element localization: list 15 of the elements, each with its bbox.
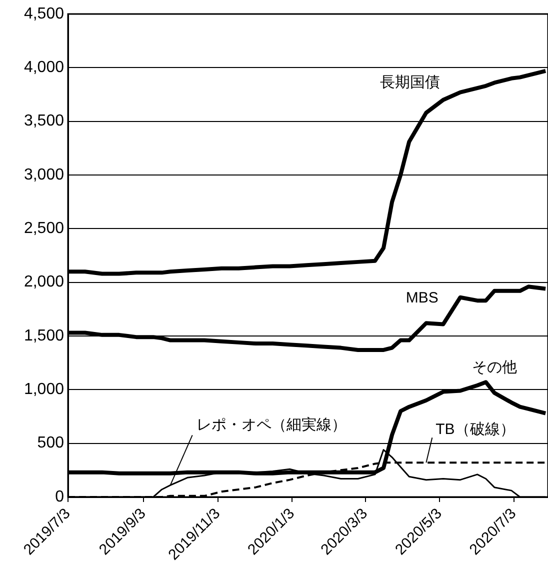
text: レポ・オペ（細実線） — [196, 416, 346, 434]
series-label: その他 — [472, 359, 517, 376]
series-label: MBS — [406, 289, 438, 306]
y-tick-label: 4,500 — [24, 5, 64, 22]
series-label: TB（破線） — [436, 420, 515, 438]
series-label: 長期国債 — [380, 74, 440, 91]
y-tick-label: 2,500 — [24, 220, 64, 238]
y-tick-label: 500 — [37, 434, 64, 452]
y-tick-label: 0 — [55, 488, 64, 506]
y-tick-label: 3,000 — [24, 166, 64, 184]
y-tick-label: 4,000 — [24, 59, 64, 76]
y-tick-label: 3,500 — [24, 112, 64, 130]
y-tick-label: 1,000 — [24, 381, 64, 398]
y-tick-label: 2,000 — [24, 274, 64, 291]
y-tick-label: 1,500 — [24, 327, 64, 344]
